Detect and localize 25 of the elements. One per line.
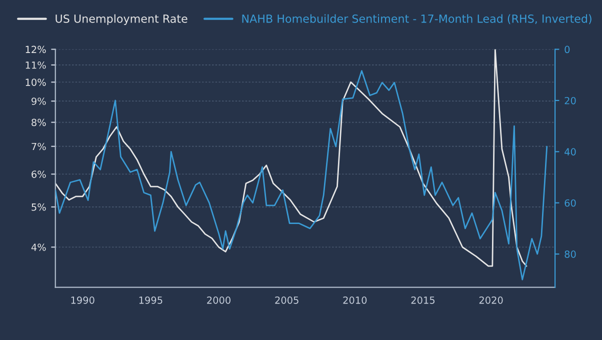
y-tick-label: 8% (32, 118, 46, 126)
line-series (55, 70, 548, 280)
y2-tick-label: 0 (564, 46, 570, 54)
y-tick-label: 10% (26, 78, 46, 86)
x-tick-label: 1990 (71, 296, 94, 304)
y2-tick-label: 20 (564, 96, 576, 104)
y-tick-label: 4% (31, 244, 46, 251)
x-tick-label: 1995 (139, 296, 162, 304)
y-tick-label: 5% (32, 203, 46, 211)
x-tick-label: 2015 (411, 296, 435, 304)
y2-tick-label: 60 (564, 199, 576, 207)
y-tick-label: 11% (26, 61, 46, 69)
x-tick-label: 2010 (343, 296, 367, 304)
legend-label: NAHB Homebuilder Sentiment - 17-Month Lead (RHS, Inverted) (242, 14, 592, 24)
line-series (55, 49, 528, 267)
y-tick-label: 7% (32, 142, 46, 150)
legend-label: US Unemployment Rate (56, 14, 188, 26)
x-tick-label: 2000 (207, 296, 230, 304)
y2-tick-label: 80 (564, 250, 576, 258)
y-tick-label: 6% (32, 170, 46, 178)
y2-tick-label: 40 (564, 148, 576, 156)
y-tick-label: 12% (26, 46, 46, 54)
x-tick-label: 2020 (479, 296, 503, 304)
y-tick-label: 9% (32, 98, 46, 105)
x-tick-label: 2005 (275, 296, 298, 304)
